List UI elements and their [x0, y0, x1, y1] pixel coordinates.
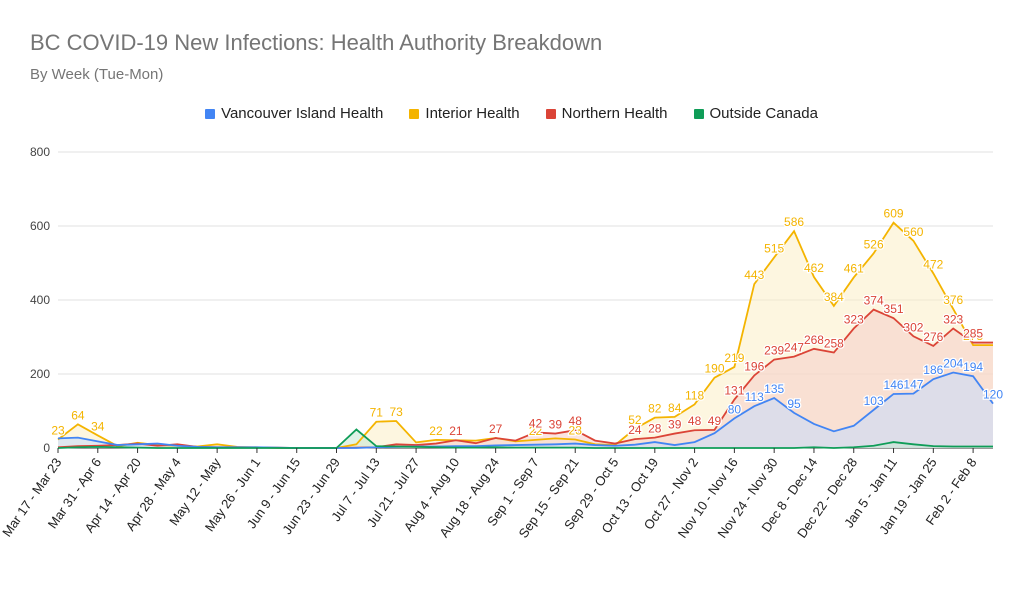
data-label: 609	[884, 207, 904, 221]
area-0	[58, 372, 993, 448]
legend-swatch-interior	[409, 108, 420, 119]
data-label: 268	[804, 333, 824, 347]
chart-title: BC COVID-19 New Infections: Health Autho…	[30, 30, 603, 55]
data-label: 48	[569, 414, 583, 428]
legend-item-northern[interactable]: Northern Health	[545, 105, 668, 122]
data-label: 374	[864, 294, 884, 308]
data-label: 247	[784, 341, 804, 355]
data-label: 80	[728, 402, 742, 416]
data-label: 196	[744, 359, 764, 373]
data-label: 22	[529, 424, 543, 438]
data-label: 21	[449, 424, 463, 438]
data-label: 323	[943, 312, 963, 326]
legend-swatch-outside-canada	[693, 108, 704, 119]
data-label: 103	[864, 394, 884, 408]
legend-label-interior: Interior Health	[425, 105, 520, 122]
data-label: 95	[787, 397, 801, 411]
data-label: 24	[628, 423, 642, 437]
y-tick-label: 800	[30, 145, 50, 159]
data-label: 82	[648, 402, 662, 416]
data-label: 323	[844, 312, 864, 326]
data-label: 586	[784, 215, 804, 229]
series-line-1	[57, 221, 993, 449]
chart-subtitle: By Week (Tue-Mon)	[30, 66, 164, 83]
area-3	[58, 429, 993, 448]
data-label: 52	[628, 413, 642, 427]
data-label: 48	[688, 414, 702, 428]
data-label: 204	[943, 357, 963, 371]
data-label: 39	[549, 418, 563, 432]
data-label: 526	[864, 237, 884, 251]
data-label: 131	[724, 384, 744, 398]
data-label: 146	[884, 378, 904, 392]
data-label: 351	[884, 302, 904, 316]
y-tick-label: 0	[43, 441, 50, 455]
legend-swatch-northern	[545, 108, 556, 119]
data-label: 28	[648, 422, 662, 436]
legend-item-interior[interactable]: Interior Health	[409, 105, 520, 122]
chart-legend: Vancouver Island Health Interior Health …	[0, 105, 1023, 122]
data-label: 302	[903, 320, 923, 334]
data-label: 376	[943, 293, 963, 307]
data-label: 443	[744, 268, 764, 282]
data-label: 472	[923, 257, 943, 271]
data-label: 258	[824, 337, 844, 351]
legend-item-vancouver-island[interactable]: Vancouver Island Health	[205, 105, 383, 122]
data-label: 42	[529, 416, 543, 430]
data-label: 39	[668, 418, 682, 432]
legend-item-outside-canada[interactable]: Outside Canada	[693, 105, 818, 122]
data-label: 219	[724, 351, 744, 365]
data-label: 515	[764, 241, 784, 255]
y-tick-label: 400	[30, 293, 50, 307]
data-label: 147	[903, 378, 923, 392]
data-label: 278	[963, 329, 983, 343]
data-label: 461	[844, 261, 864, 275]
legend-label-northern: Northern Health	[561, 105, 668, 122]
data-label: 22	[429, 424, 443, 438]
data-label: 27	[489, 422, 503, 436]
legend-label-vancouver-island: Vancouver Island Health	[221, 105, 384, 122]
y-tick-label: 600	[30, 219, 50, 233]
data-label: 34	[91, 419, 105, 433]
data-label: 194	[963, 360, 983, 374]
data-label: 64	[71, 408, 85, 422]
legend-swatch-vancouver-island	[205, 108, 216, 119]
data-label: 49	[708, 414, 722, 428]
data-label: 135	[764, 382, 784, 396]
data-label: 84	[668, 401, 682, 415]
data-label: 462	[804, 261, 824, 275]
data-label: 120	[983, 388, 1003, 402]
data-label: 73	[390, 405, 404, 419]
data-label: 118	[685, 388, 704, 402]
data-label: 113	[745, 390, 764, 404]
data-label: 23	[51, 423, 65, 437]
data-label: 276	[923, 330, 943, 344]
data-label: 186	[923, 363, 943, 377]
data-label: 190	[704, 362, 724, 376]
data-label: 23	[569, 423, 583, 437]
data-label: 239	[764, 344, 784, 358]
y-tick-label: 200	[30, 367, 50, 381]
legend-label-outside-canada: Outside Canada	[709, 105, 818, 122]
series-line-3	[57, 428, 993, 449]
data-label: 384	[824, 290, 844, 304]
data-label: 71	[370, 406, 384, 420]
data-label: 560	[903, 225, 923, 239]
data-label: 285	[963, 327, 983, 341]
